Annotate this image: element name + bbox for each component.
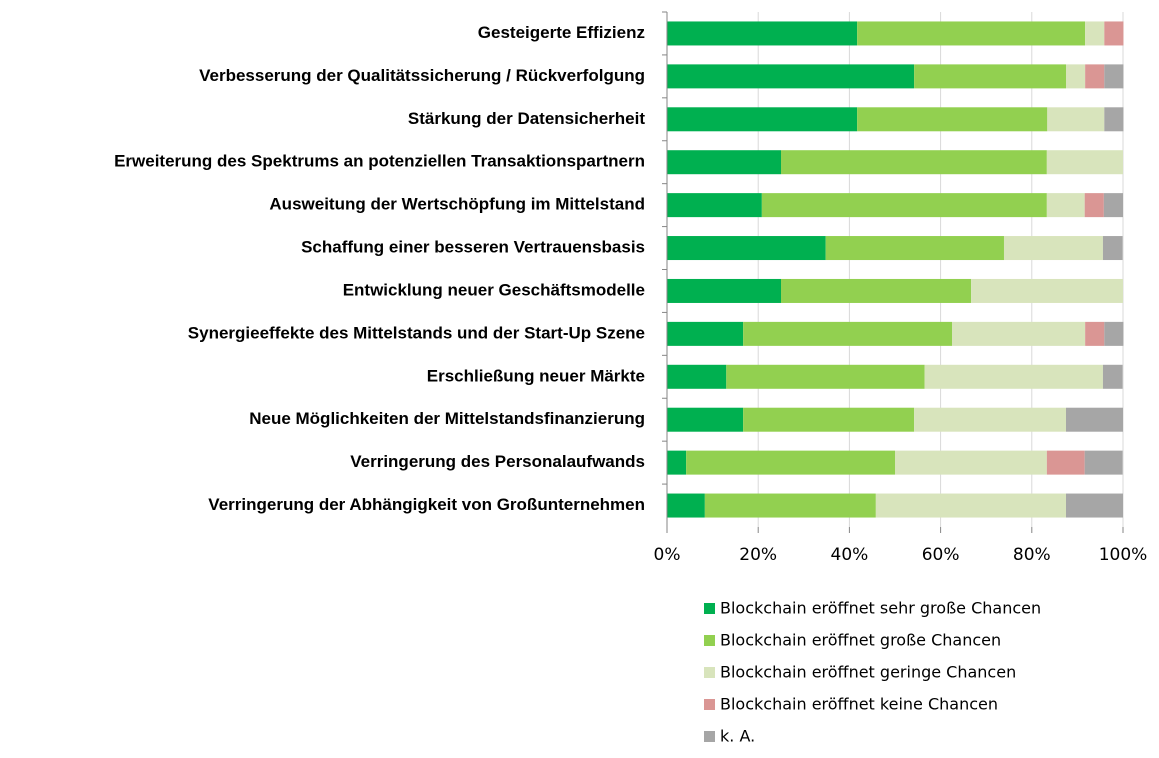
legend-label: Blockchain eröffnet geringe Chancen xyxy=(720,663,1016,682)
bar-segment xyxy=(914,407,1066,432)
legend-swatch xyxy=(704,731,715,742)
bar-segment xyxy=(667,64,915,89)
bar-segment xyxy=(704,493,876,518)
bar-segment xyxy=(667,236,826,261)
x-tick-label: 100% xyxy=(1099,545,1148,565)
bar-segment xyxy=(686,450,895,475)
bar-segment xyxy=(1084,450,1123,475)
bar-segment xyxy=(1104,107,1124,132)
bar-segment xyxy=(952,321,1086,346)
bar-segment xyxy=(667,407,744,432)
bar-segment xyxy=(1102,364,1123,389)
bar-segment xyxy=(1103,193,1123,218)
bar-segment xyxy=(825,236,1004,261)
bar-segment xyxy=(895,450,1047,475)
x-tick-label: 0% xyxy=(654,545,681,565)
y-tick-label: Entwicklung neuer Geschäftsmodelle xyxy=(343,280,645,299)
bar-segment xyxy=(1066,493,1123,518)
bar-segment xyxy=(1085,21,1105,46)
bar-segment xyxy=(1085,321,1105,346)
bar-segment xyxy=(761,193,1047,218)
bar-segment xyxy=(1066,64,1086,89)
bar-segment xyxy=(743,407,915,432)
bar-segment xyxy=(1046,150,1123,175)
bar-segment xyxy=(1046,193,1085,218)
x-tick-label: 80% xyxy=(1013,545,1051,565)
bar-segment xyxy=(667,450,687,475)
legend-swatch xyxy=(704,667,715,678)
bar-segment xyxy=(971,278,1123,303)
bar-segment xyxy=(857,107,1048,132)
bar-segment xyxy=(1104,321,1124,346)
bar-segment xyxy=(667,364,727,389)
bar-segment xyxy=(1066,407,1123,432)
bar-segment xyxy=(743,321,952,346)
bar-segment xyxy=(1104,64,1124,89)
legend-swatch xyxy=(704,635,715,646)
y-tick-label: Synergieeffekte des Mittelstands und der… xyxy=(188,323,645,342)
bar-segment xyxy=(875,493,1066,518)
bar-segment xyxy=(667,321,744,346)
bar-segment xyxy=(667,150,781,175)
legend-label: k. A. xyxy=(720,727,755,746)
bar-segment xyxy=(1047,107,1105,132)
bar-segment xyxy=(1003,236,1103,261)
y-tick-label: Verringerung des Personalaufwands xyxy=(350,452,645,471)
y-tick-label: Stärkung der Datensicherheit xyxy=(408,109,645,128)
y-tick-label: Neue Möglichkeiten der Mittelstandsfinan… xyxy=(249,409,645,428)
bar-segment xyxy=(1102,236,1123,261)
bar-segment xyxy=(857,21,1086,46)
x-tick-label: 40% xyxy=(831,545,869,565)
bar-segment xyxy=(924,364,1103,389)
bar-segment xyxy=(781,278,972,303)
legend-swatch xyxy=(704,603,715,614)
bar-segment xyxy=(726,364,925,389)
y-tick-label: Verringerung der Abhängigkeit von Großun… xyxy=(208,495,645,514)
bar-segment xyxy=(667,493,705,518)
legend-label: Blockchain eröffnet sehr große Chancen xyxy=(720,599,1041,618)
legend-label: Blockchain eröffnet keine Chancen xyxy=(720,695,998,714)
bar-segment xyxy=(1046,450,1085,475)
y-tick-label: Verbesserung der Qualitätssicherung / Rü… xyxy=(199,66,645,85)
bar-segment xyxy=(667,107,858,132)
y-tick-label: Schaffung einer besseren Vertrauensbasis xyxy=(301,238,645,257)
bar-segment xyxy=(667,278,781,303)
x-tick-label: 20% xyxy=(739,545,777,565)
y-tick-label: Gesteigerte Effizienz xyxy=(478,23,645,42)
bar-segment xyxy=(667,193,762,218)
legend-swatch xyxy=(704,699,715,710)
x-tick-label: 60% xyxy=(922,545,960,565)
bar-segment xyxy=(1085,64,1105,89)
y-tick-label: Ausweitung der Wertschöpfung im Mittelst… xyxy=(269,195,645,214)
y-tick-label: Erschließung neuer Märkte xyxy=(427,366,645,385)
bar-segment xyxy=(1084,193,1104,218)
bar-segment xyxy=(781,150,1047,175)
bar-segment xyxy=(914,64,1066,89)
legend-label: Blockchain eröffnet große Chancen xyxy=(720,631,1001,650)
bar-segment xyxy=(667,21,858,46)
bar-segment xyxy=(1104,21,1124,46)
y-tick-label: Erweiterung des Spektrums an potenzielle… xyxy=(114,152,645,171)
